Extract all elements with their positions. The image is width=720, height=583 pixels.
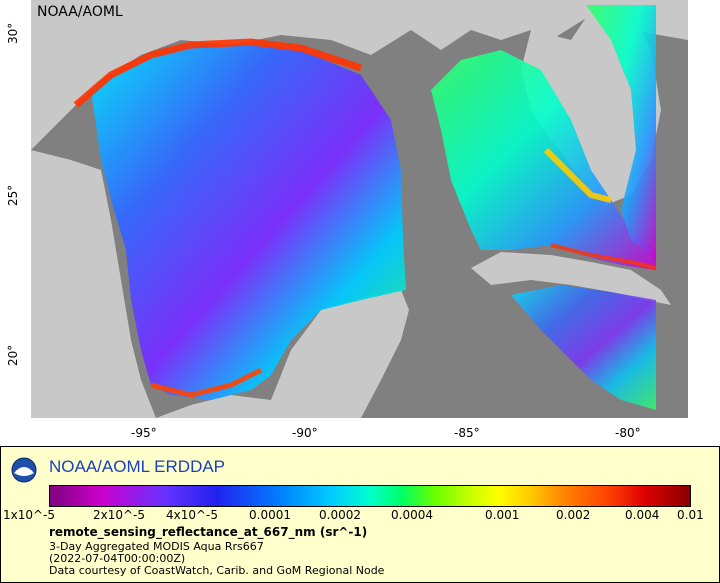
land-mexico <box>31 150 156 418</box>
land-north-coast <box>31 0 688 150</box>
variable-name: remote_sensing_reflectance_at_667_nm (sr… <box>49 525 368 539</box>
data-swath-east-gulf <box>431 50 656 270</box>
land-central-america <box>156 395 271 418</box>
courtesy-text: Data courtesy of CoastWatch, Carib. and … <box>49 564 385 577</box>
lon-tick-4: -80° <box>615 426 641 440</box>
lat-tick-1: 30° <box>6 22 20 44</box>
lat-tick-2: 25° <box>6 184 20 206</box>
lon-tick-3: -85° <box>454 426 480 440</box>
colorbar <box>49 485 691 507</box>
data-swath-caribbean <box>511 285 656 410</box>
colorbar-label-8: 0.002 <box>556 508 591 522</box>
legend-title: NOAA/AOML ERDDAP <box>49 457 226 476</box>
coastal-band-yucatan <box>150 367 263 398</box>
lon-tick-1: -95° <box>131 426 157 440</box>
colorbar-label-5: 0.0002 <box>319 508 361 522</box>
data-swath-west-gulf <box>91 45 406 400</box>
map-area[interactable]: NOAA/AOML <box>31 0 688 418</box>
colorbar-label-4: 0.0001 <box>249 508 291 522</box>
data-swath-atlantic <box>586 5 656 260</box>
lon-tick-2: -90° <box>292 426 318 440</box>
colorbar-label-3: 4x10^-5 <box>166 508 219 522</box>
coastal-band-florida <box>543 147 612 203</box>
colorbar-label-2: 2x10^-5 <box>93 508 146 522</box>
coastal-band-north <box>73 38 363 108</box>
colorbar-label-7: 0.001 <box>485 508 520 522</box>
colorbar-label-6: 0.0004 <box>391 508 433 522</box>
lat-tick-3: 20° <box>6 344 20 366</box>
map-canvas <box>31 0 688 418</box>
colorbar-label-9: 0.004 <box>625 508 660 522</box>
legend-panel: NOAA/AOML ERDDAP 1x10^-5 2x10^-5 4x10^-5… <box>0 446 720 583</box>
land-yucatan <box>271 290 409 418</box>
dataset-name: 3-Day Aggregated MODIS Aqua Rrs667 <box>49 540 264 553</box>
colorbar-label-1: 1x10^-5 <box>3 508 56 522</box>
noaa-logo-icon <box>11 457 37 483</box>
colorbar-label-10: 0.01 <box>677 508 704 522</box>
time-stamp: (2022-07-04T00:00:00Z) <box>49 552 186 565</box>
land-cuba <box>471 252 671 305</box>
map-credit-label: NOAA/AOML <box>37 4 123 20</box>
coastal-band-cuba <box>550 243 657 270</box>
